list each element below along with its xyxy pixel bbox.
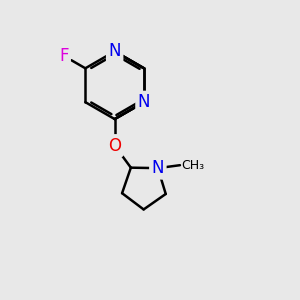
Text: CH₃: CH₃ bbox=[182, 159, 205, 172]
Text: O: O bbox=[108, 136, 121, 154]
Text: N: N bbox=[138, 93, 150, 111]
Text: N: N bbox=[108, 42, 121, 60]
Text: F: F bbox=[59, 47, 68, 65]
Text: N: N bbox=[152, 159, 164, 177]
